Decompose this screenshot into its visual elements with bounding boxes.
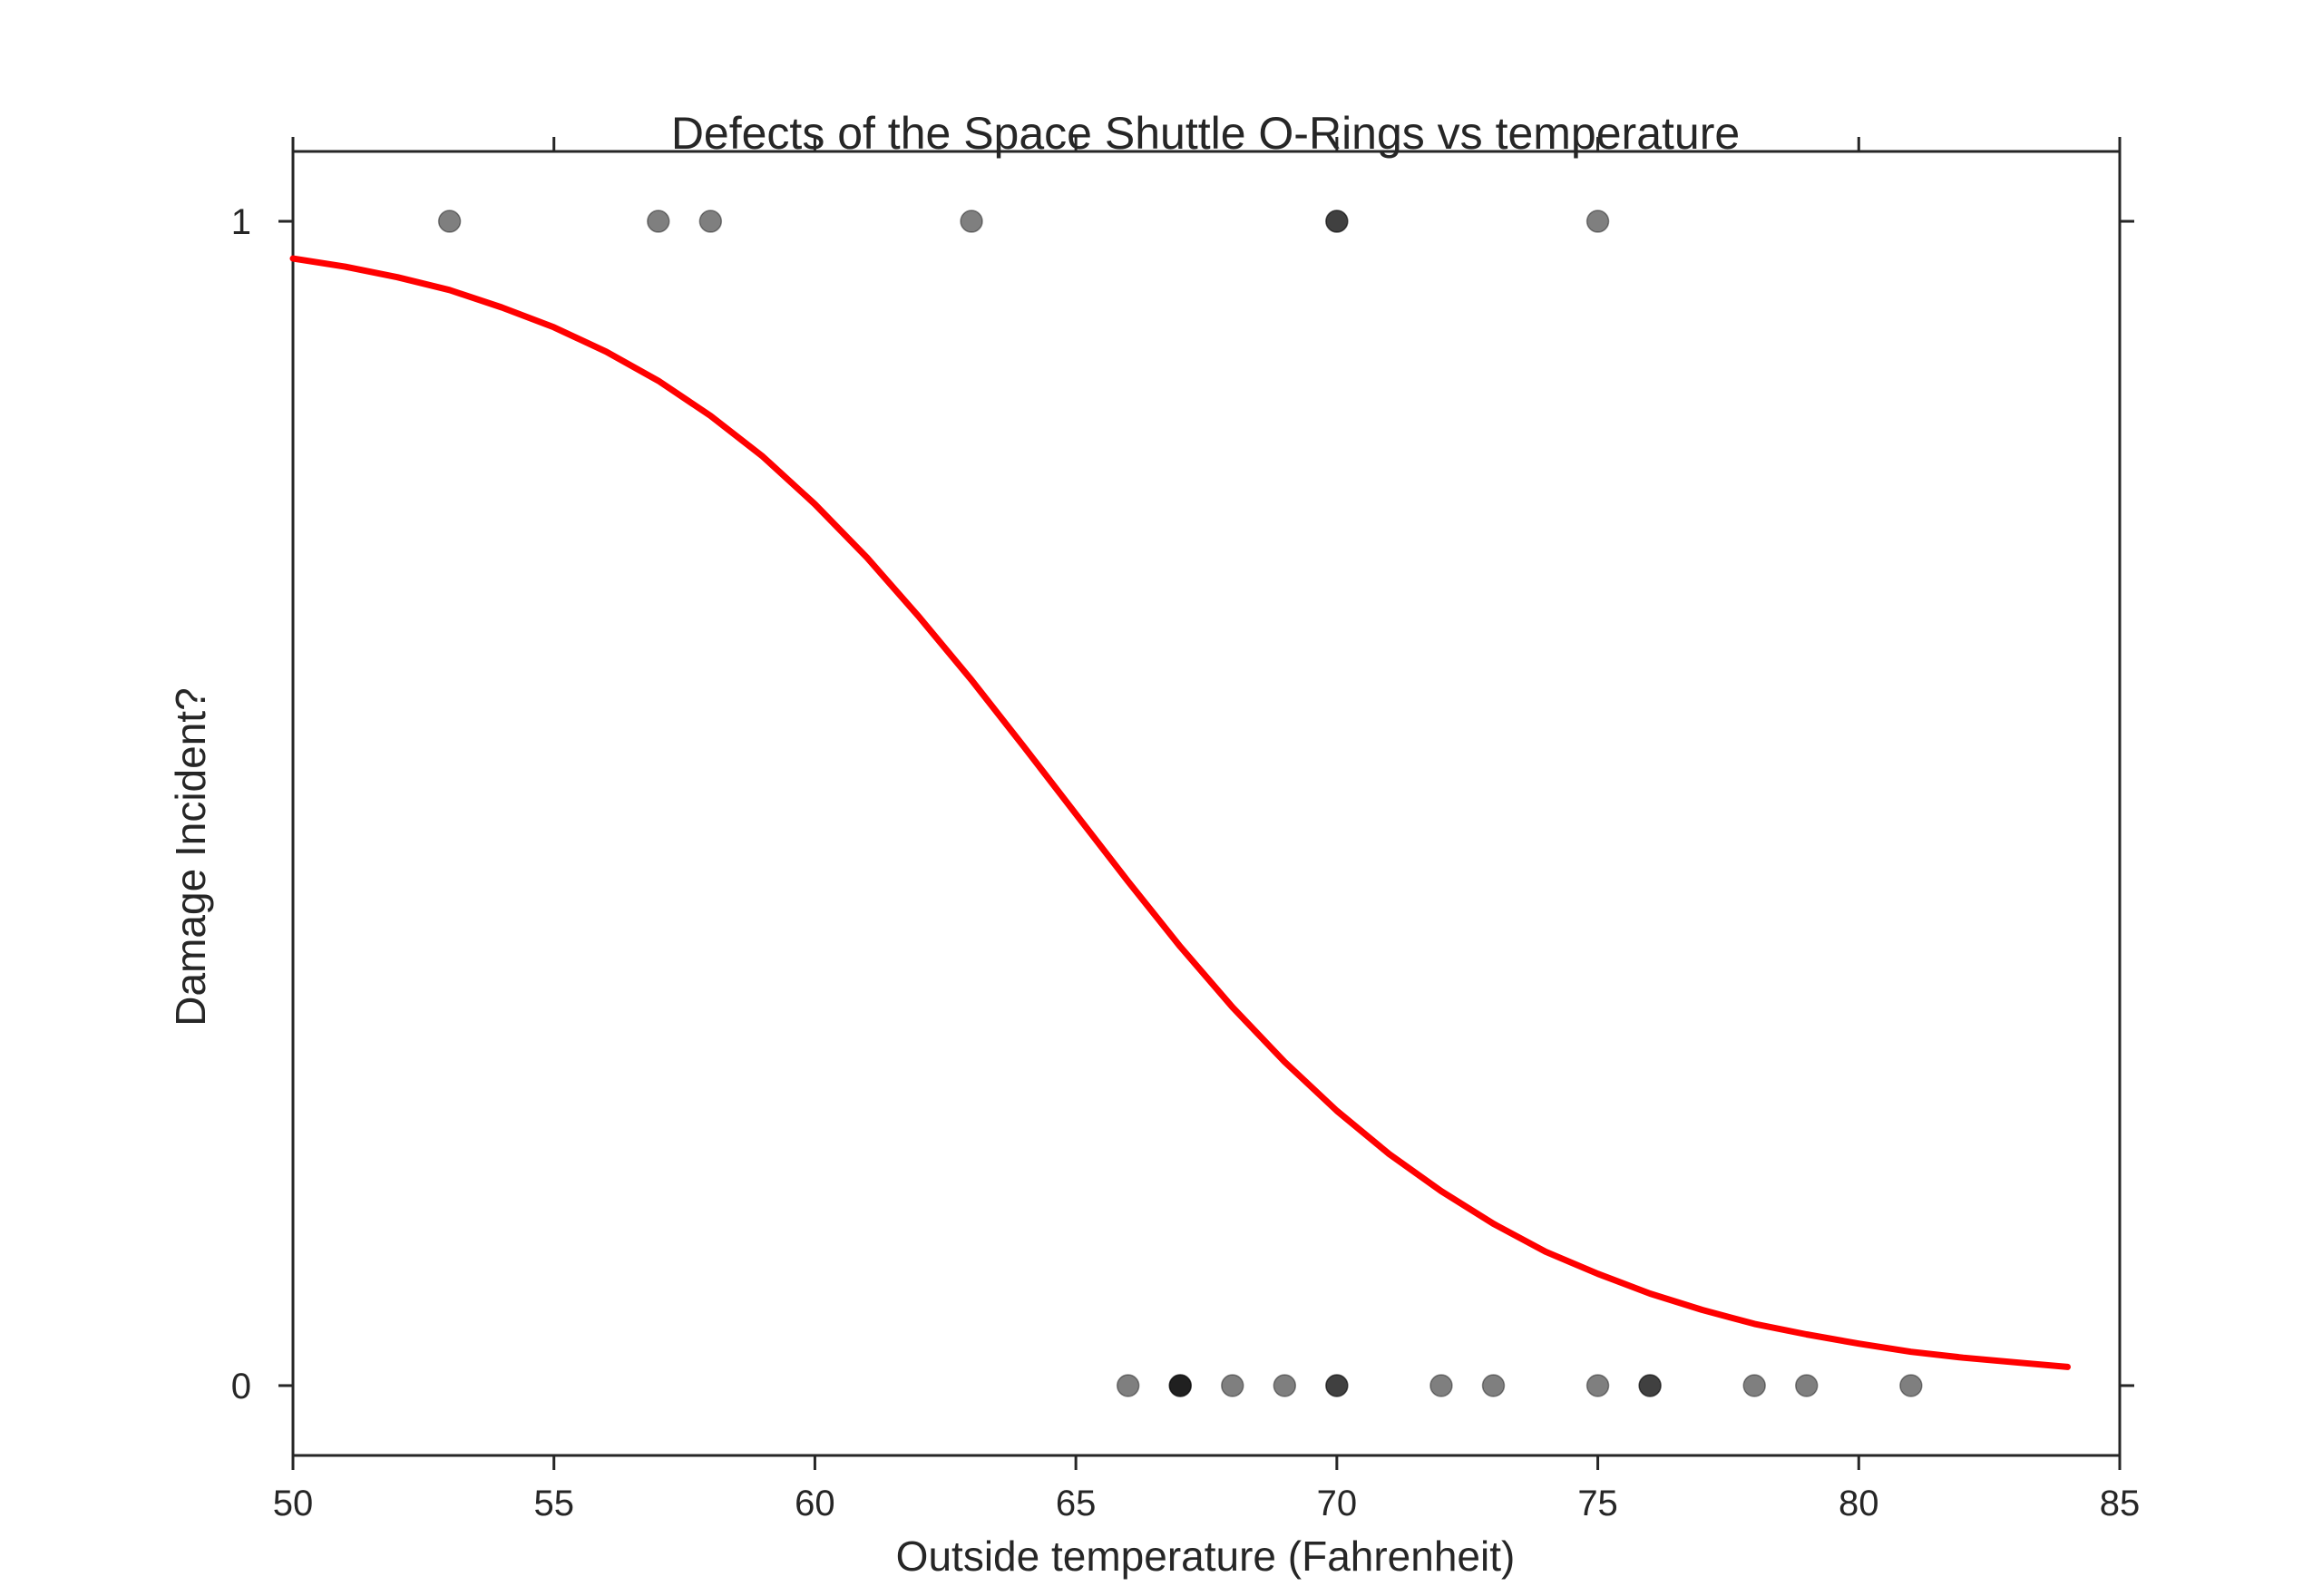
y-tick-label: 0 <box>231 1367 251 1406</box>
y-axis-label: Damage Incident? <box>167 687 214 1026</box>
data-point <box>1899 1374 1923 1397</box>
data-point <box>1638 1374 1662 1397</box>
plot-area <box>289 150 2122 1457</box>
data-point <box>1742 1374 1766 1397</box>
x-tick-label: 80 <box>1839 1484 1879 1523</box>
y-tick-label: 1 <box>231 202 251 242</box>
x-tick-label: 85 <box>2100 1484 2141 1523</box>
data-point <box>1585 209 1610 233</box>
data-point <box>1794 1374 1819 1397</box>
data-point <box>1325 209 1349 233</box>
plot-frame <box>291 150 2122 1457</box>
x-tick-label: 50 <box>273 1484 314 1523</box>
data-point <box>698 209 723 233</box>
data-point <box>1221 1374 1244 1397</box>
data-point <box>1168 1374 1192 1397</box>
data-point <box>1325 1374 1349 1397</box>
x-axis: 50 55 60 65 70 75 80 85 <box>273 137 2141 1523</box>
data-point <box>1116 1374 1140 1397</box>
fitted-curve <box>289 255 2071 1370</box>
x-tick-label: 70 <box>1317 1484 1358 1523</box>
data-point <box>1429 1374 1453 1397</box>
data-point <box>437 209 462 233</box>
x-axis-label: Outside temperature (Fahrenheit) <box>896 1533 1516 1580</box>
data-point <box>960 209 983 233</box>
data-point <box>647 209 670 233</box>
data-point <box>1481 1374 1506 1397</box>
data-point <box>1273 1374 1297 1397</box>
data-point <box>1585 1374 1610 1397</box>
x-tick-label: 75 <box>1577 1484 1618 1523</box>
x-tick-label: 60 <box>795 1484 835 1523</box>
x-tick-label: 65 <box>1056 1484 1097 1523</box>
y-axis: 01 <box>231 202 2134 1406</box>
x-tick-label: 55 <box>533 1484 574 1523</box>
